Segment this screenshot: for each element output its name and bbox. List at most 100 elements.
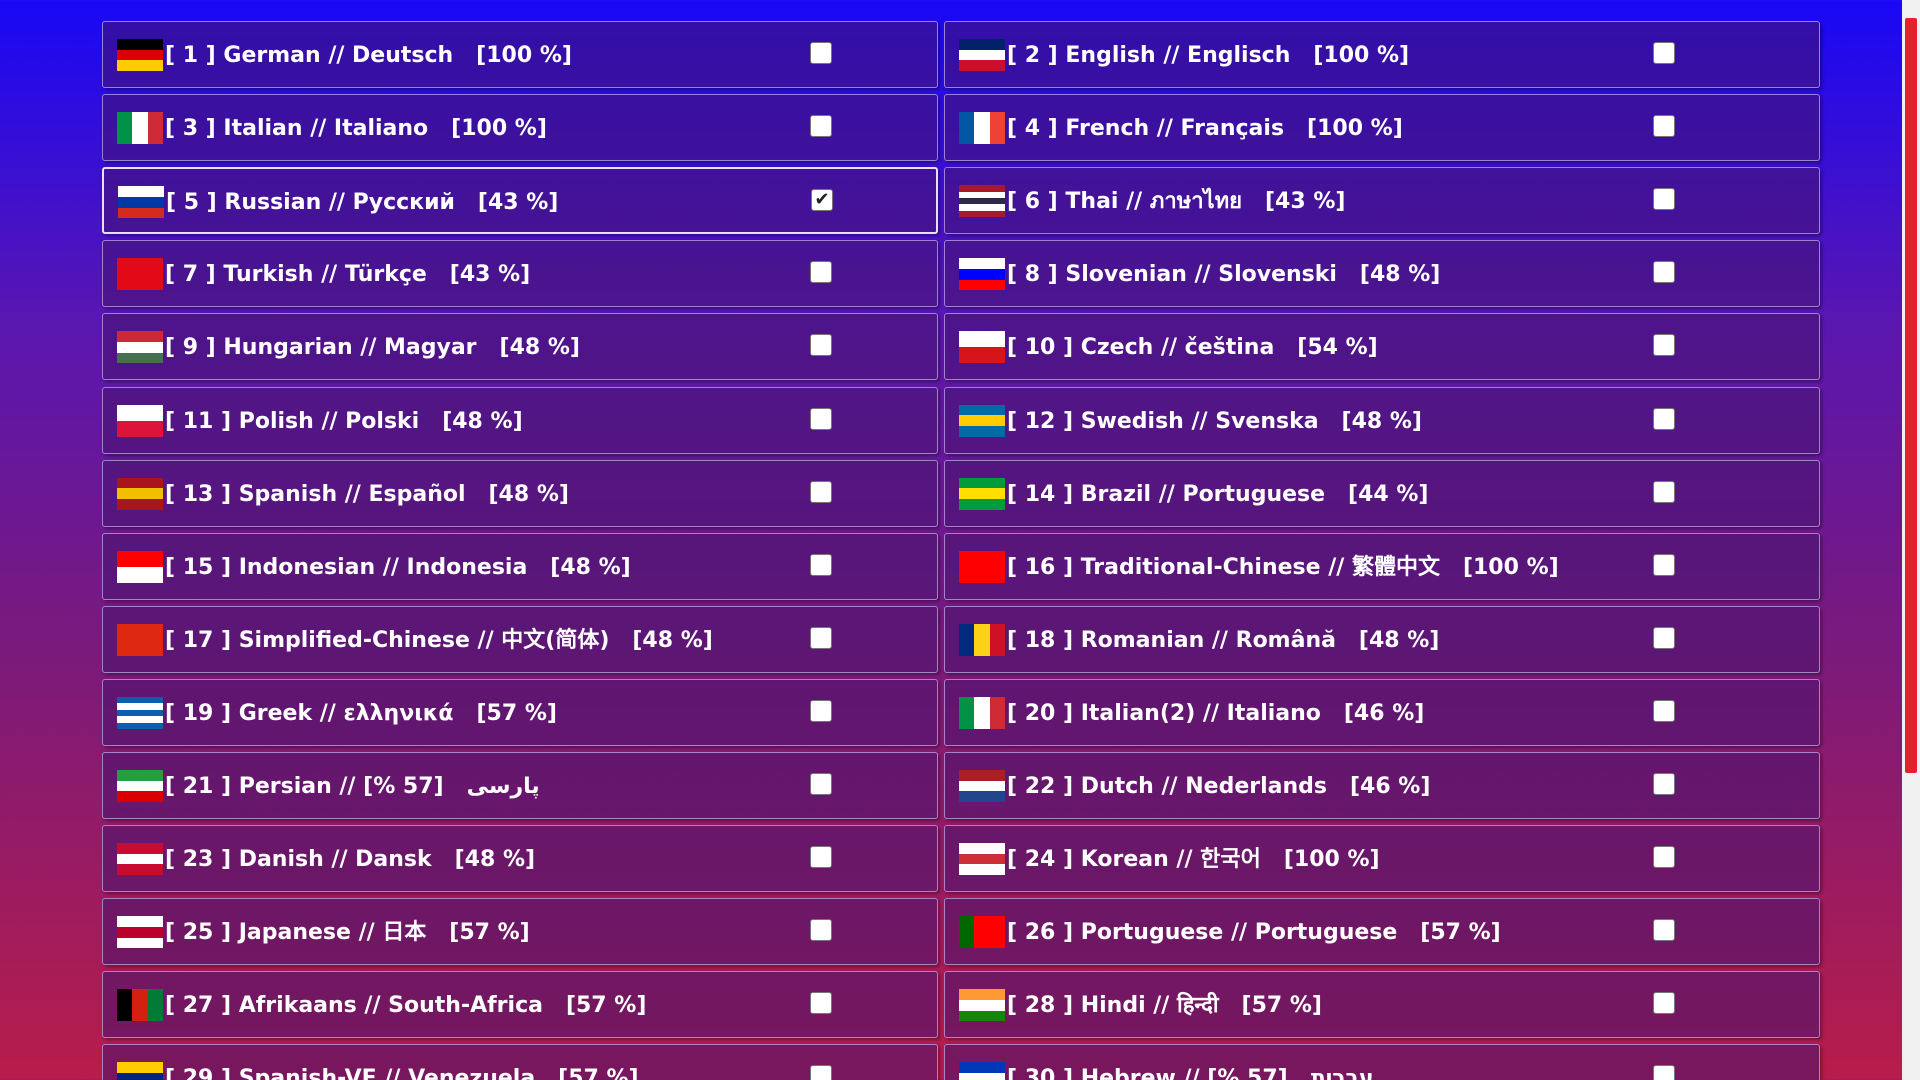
- language-label[interactable]: [ 4 ] French // Français [100 %]: [1007, 116, 1403, 142]
- language-label[interactable]: [ 11 ] Polish // Polski [48 %]: [165, 408, 523, 434]
- checkbox[interactable]: [1653, 919, 1675, 942]
- language-label[interactable]: [ 28 ] Hindi // हिन्दी [57 %]: [1007, 993, 1322, 1019]
- checkbox[interactable]: [810, 261, 832, 284]
- language-row[interactable]: [ 15 ] Indonesian // Indonesia [48 %]: [102, 532, 938, 600]
- language-row[interactable]: [ 29 ] Spanish-VE // Venezuela [57 %]: [102, 1044, 938, 1080]
- language-label[interactable]: [ 30 ] Hebrew // עברית [57 %]: [1007, 1066, 1374, 1080]
- checkbox[interactable]: [1653, 699, 1675, 722]
- checkbox[interactable]: [810, 992, 832, 1015]
- checkbox[interactable]: [810, 699, 832, 722]
- language-label[interactable]: [ 15 ] Indonesian // Indonesia [48 %]: [165, 554, 631, 580]
- flag-icon: [118, 186, 164, 219]
- checkbox[interactable]: [1653, 992, 1675, 1015]
- language-row[interactable]: [ 5 ] Russian // Русский [43 %] ✔: [102, 167, 938, 235]
- language-label[interactable]: [ 14 ] Brazil // Portuguese [44 %]: [1007, 481, 1429, 507]
- flag-icon: [117, 843, 163, 876]
- language-row[interactable]: [ 25 ] Japanese // 日本 [57 %]: [102, 898, 938, 966]
- checkbox[interactable]: [810, 407, 832, 430]
- language-label[interactable]: [ 12 ] Swedish // Svenska [48 %]: [1007, 408, 1422, 434]
- checkbox[interactable]: [810, 773, 832, 795]
- language-row[interactable]: [ 23 ] Danish // Dansk [48 %]: [102, 825, 938, 893]
- language-row[interactable]: [ 12 ] Swedish // Svenska [48 %]: [944, 386, 1820, 454]
- language-label[interactable]: [ 29 ] Spanish-VE // Venezuela [57 %]: [165, 1066, 639, 1080]
- flag-icon: [959, 550, 1005, 583]
- language-row[interactable]: [ 18 ] Romanian // Română [48 %]: [944, 605, 1820, 673]
- checkbox[interactable]: [1653, 480, 1675, 503]
- language-label[interactable]: [ 8 ] Slovenian // Slovenski [48 %]: [1007, 262, 1441, 288]
- language-row[interactable]: [ 2 ] English // Englisch [100 %]: [944, 21, 1820, 88]
- language-row[interactable]: [ 30 ] Hebrew // עברית [57 %]: [944, 1044, 1820, 1080]
- language-row[interactable]: [ 4 ] French // Français [100 %]: [944, 94, 1820, 162]
- language-label[interactable]: [ 26 ] Portuguese // Portuguese [57 %]: [1007, 920, 1501, 946]
- language-row[interactable]: [ 19 ] Greek // ελληνικά [57 %]: [102, 678, 938, 746]
- language-row[interactable]: [ 20 ] Italian(2) // Italiano [46 %]: [944, 678, 1820, 746]
- language-label[interactable]: [ 7 ] Turkish // Türkçe [43 %]: [165, 262, 531, 288]
- flag-icon: [959, 696, 1005, 729]
- language-row[interactable]: [ 9 ] Hungarian // Magyar [48 %]: [102, 313, 938, 381]
- language-row[interactable]: [ 21 ] Persian // پارسی [57 %]: [102, 752, 938, 819]
- language-row[interactable]: [ 24 ] Korean // 한국어 [100 %]: [944, 825, 1820, 893]
- language-label[interactable]: [ 5 ] Russian // Русский [43 %]: [166, 190, 559, 216]
- checkbox[interactable]: [810, 919, 832, 942]
- language-row[interactable]: [ 14 ] Brazil // Portuguese [44 %]: [944, 459, 1820, 527]
- checkbox[interactable]: [1653, 334, 1675, 357]
- checkbox[interactable]: ✔: [811, 189, 833, 212]
- language-row[interactable]: [ 13 ] Spanish // Español [48 %]: [102, 459, 938, 527]
- language-label[interactable]: [ 27 ] Afrikaans // South-Africa [57 %]: [165, 993, 647, 1019]
- checkbox[interactable]: [810, 846, 832, 869]
- language-label[interactable]: [ 17 ] Simplified-Chinese // 中文(简体) [48 …: [165, 627, 713, 653]
- language-label[interactable]: [ 20 ] Italian(2) // Italiano [46 %]: [1007, 700, 1425, 726]
- language-row[interactable]: [ 8 ] Slovenian // Slovenski [48 %]: [944, 240, 1820, 308]
- language-row[interactable]: [ 17 ] Simplified-Chinese // 中文(简体) [48 …: [102, 605, 938, 673]
- language-label[interactable]: [ 10 ] Czech // čeština [54 %]: [1007, 335, 1378, 361]
- checkbox[interactable]: [1653, 626, 1675, 649]
- language-row[interactable]: [ 22 ] Dutch // Nederlands [46 %]: [944, 752, 1820, 819]
- language-row[interactable]: [ 1 ] German // Deutsch [100 %]: [102, 21, 938, 88]
- checkbox[interactable]: [810, 334, 832, 357]
- flag-icon: [959, 916, 1005, 949]
- checkbox[interactable]: [810, 553, 832, 576]
- checkbox[interactable]: [810, 42, 832, 64]
- scrollbar[interactable]: [1902, 0, 1920, 1080]
- language-row[interactable]: [ 10 ] Czech // čeština [54 %]: [944, 313, 1820, 381]
- language-row[interactable]: [ 28 ] Hindi // हिन्दी [57 %]: [944, 971, 1820, 1039]
- language-label[interactable]: [ 23 ] Danish // Dansk [48 %]: [165, 847, 536, 873]
- checkbox[interactable]: [1653, 261, 1675, 284]
- checkbox[interactable]: [810, 1065, 832, 1080]
- checkbox[interactable]: [1653, 188, 1675, 211]
- language-row[interactable]: [ 27 ] Afrikaans // South-Africa [57 %]: [102, 971, 938, 1039]
- checkbox[interactable]: [810, 115, 832, 138]
- language-row[interactable]: [ 11 ] Polish // Polski [48 %]: [102, 386, 938, 454]
- checkbox[interactable]: [1653, 1065, 1675, 1080]
- language-label[interactable]: [ 9 ] Hungarian // Magyar [48 %]: [165, 335, 580, 361]
- checkbox[interactable]: [810, 626, 832, 649]
- checkbox[interactable]: [1653, 846, 1675, 869]
- language-row[interactable]: [ 26 ] Portuguese // Portuguese [57 %]: [944, 898, 1820, 966]
- scroll-thumb[interactable]: [1905, 18, 1917, 773]
- language-label[interactable]: [ 2 ] English // Englisch [100 %]: [1007, 43, 1410, 68]
- language-label[interactable]: [ 13 ] Spanish // Español [48 %]: [165, 481, 569, 507]
- language-label[interactable]: [ 16 ] Traditional-Chinese // 繁體中文 [100 …: [1007, 554, 1559, 580]
- language-label[interactable]: [ 24 ] Korean // 한국어 [100 %]: [1007, 847, 1380, 873]
- checkbox[interactable]: [1653, 773, 1675, 795]
- language-label[interactable]: [ 18 ] Romanian // Română [48 %]: [1007, 627, 1440, 653]
- checkbox[interactable]: [1653, 42, 1675, 64]
- language-row[interactable]: [ 7 ] Turkish // Türkçe [43 %]: [102, 240, 938, 308]
- checkbox[interactable]: [1653, 115, 1675, 138]
- language-label[interactable]: [ 6 ] Thai // ภาษาไทย [43 %]: [1007, 189, 1346, 215]
- checkbox[interactable]: [810, 480, 832, 503]
- language-row[interactable]: [ 3 ] Italian // Italiano [100 %]: [102, 94, 938, 162]
- language-row[interactable]: [ 16 ] Traditional-Chinese // 繁體中文 [100 …: [944, 532, 1820, 600]
- flag-icon: [117, 404, 163, 437]
- checkbox[interactable]: [1653, 407, 1675, 430]
- language-label[interactable]: [ 22 ] Dutch // Nederlands [46 %]: [1007, 774, 1431, 799]
- checkbox[interactable]: [1653, 553, 1675, 576]
- language-label[interactable]: [ 3 ] Italian // Italiano [100 %]: [165, 116, 547, 142]
- flag-icon: [959, 185, 1005, 218]
- language-label[interactable]: [ 1 ] German // Deutsch [100 %]: [165, 43, 572, 68]
- language-label[interactable]: [ 19 ] Greek // ελληνικά [57 %]: [165, 700, 557, 726]
- language-label[interactable]: [ 25 ] Japanese // 日本 [57 %]: [165, 920, 530, 946]
- flag-icon: [117, 770, 163, 802]
- language-row[interactable]: [ 6 ] Thai // ภาษาไทย [43 %]: [944, 167, 1820, 235]
- language-label[interactable]: [ 21 ] Persian // پارسی [57 %]: [165, 774, 540, 799]
